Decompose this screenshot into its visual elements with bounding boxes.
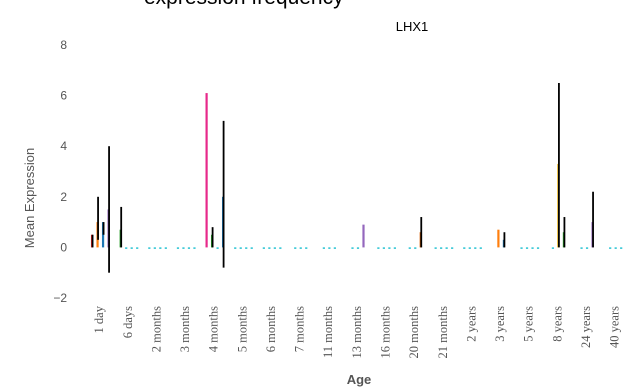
y-tick-label: −2 xyxy=(53,291,67,305)
x-tick-label: 2 years xyxy=(464,306,478,342)
bar xyxy=(408,247,411,249)
x-tick-label: 4 months xyxy=(207,306,221,352)
x-tick-label: 13 months xyxy=(350,306,364,359)
bar xyxy=(356,247,360,249)
x-tick-label: 16 months xyxy=(379,306,393,359)
bar xyxy=(479,247,482,249)
bar xyxy=(377,247,380,249)
x-tick-label: 24 years xyxy=(579,306,593,348)
bar xyxy=(351,247,354,249)
bar xyxy=(468,247,471,249)
x-tick-label: 7 months xyxy=(293,306,307,352)
bar xyxy=(239,247,242,249)
bar xyxy=(164,247,167,249)
bar xyxy=(445,247,448,249)
x-tick-label: 21 months xyxy=(436,306,450,359)
x-tick-label: 40 years xyxy=(608,306,622,348)
x-tick-label: 11 months xyxy=(321,306,335,358)
bar xyxy=(620,247,623,249)
bar xyxy=(463,247,466,249)
bar xyxy=(551,247,555,249)
bar xyxy=(536,247,540,249)
bar xyxy=(245,247,248,249)
bar xyxy=(216,247,219,249)
chart-title: LHX1 xyxy=(396,19,429,34)
bar xyxy=(531,247,534,249)
bar xyxy=(525,247,529,249)
bar xyxy=(322,247,325,249)
bar xyxy=(451,247,454,249)
bar xyxy=(294,247,297,249)
bar xyxy=(382,247,385,249)
x-tick-label: 1 day xyxy=(92,305,106,333)
bar xyxy=(182,247,185,249)
y-tick-labels: 8 6 4 2 0 −2 xyxy=(53,38,67,305)
bar xyxy=(279,247,282,249)
y-tick-label: 0 xyxy=(60,240,67,254)
bar xyxy=(333,247,336,249)
x-tick-label: 6 days xyxy=(121,306,135,338)
bar xyxy=(130,247,133,249)
y-tick-label: 6 xyxy=(60,89,67,103)
partial-header-text: expression frequency xyxy=(144,0,344,10)
x-tick-labels: 1 day 6 days 2 months 3 months 4 months 5 mon… xyxy=(92,305,621,358)
bar xyxy=(362,224,365,248)
bar xyxy=(205,93,208,248)
y-tick-label: 8 xyxy=(60,38,67,52)
y-tick-label: 2 xyxy=(60,190,67,204)
bar xyxy=(153,247,156,249)
bar xyxy=(176,247,180,249)
bar xyxy=(388,247,391,249)
x-axis-label: Age xyxy=(347,372,372,387)
y-axis-label: Mean Expression xyxy=(22,148,37,248)
bar xyxy=(273,247,276,249)
x-tick-label: 8 years xyxy=(550,306,564,342)
bar xyxy=(520,247,523,249)
x-tick-label: 5 months xyxy=(235,306,249,352)
bar xyxy=(328,247,331,249)
x-tick-label: 3 months xyxy=(178,306,192,352)
bar xyxy=(414,247,417,249)
bar xyxy=(187,247,191,249)
bar xyxy=(268,247,271,249)
x-tick-label: 3 years xyxy=(493,306,507,342)
bar xyxy=(393,247,396,249)
bar-groups xyxy=(90,82,623,273)
bar xyxy=(580,247,583,249)
bar xyxy=(234,247,237,249)
bar xyxy=(159,247,162,249)
bar xyxy=(609,247,612,249)
bar xyxy=(136,247,139,249)
x-tick-label: 5 years xyxy=(522,306,536,342)
bar xyxy=(250,247,253,249)
bar xyxy=(434,247,437,249)
x-tick-label: 6 months xyxy=(264,306,278,352)
y-tick-label: 4 xyxy=(60,139,67,153)
bar xyxy=(262,247,265,249)
bar xyxy=(148,247,151,249)
bar xyxy=(474,247,477,249)
x-tick-label: 20 months xyxy=(407,306,421,359)
bar xyxy=(585,247,589,249)
bar xyxy=(614,247,617,249)
bar xyxy=(299,247,302,249)
bar xyxy=(193,247,196,249)
bar xyxy=(125,247,128,249)
bar xyxy=(305,247,308,249)
x-tick-label: 2 months xyxy=(149,306,163,352)
bar xyxy=(440,247,443,249)
bar xyxy=(497,229,500,248)
